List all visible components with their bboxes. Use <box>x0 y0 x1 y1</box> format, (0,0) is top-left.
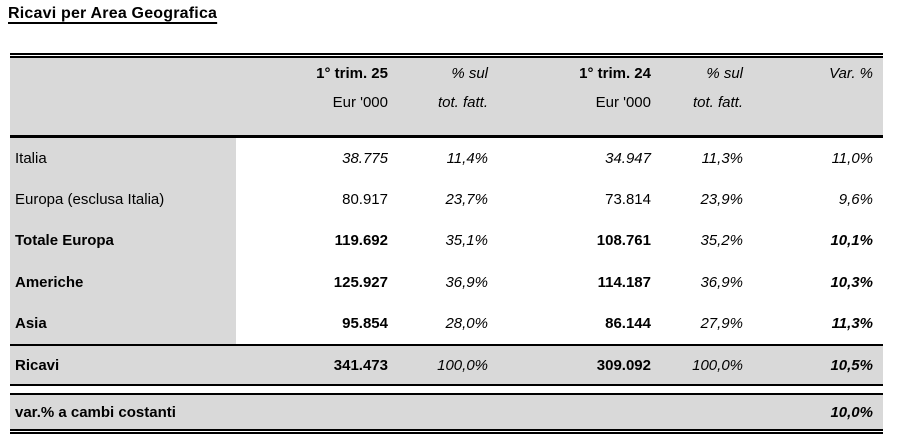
col-header-q24: 1° trim. 24 Eur '000 <box>579 64 651 111</box>
table-bottom-border-thick <box>10 432 883 435</box>
cell-label: Italia <box>10 137 236 179</box>
cell-q24: 114.187 <box>597 273 651 291</box>
table-body: Italia 38.775 11,4% 34.947 11,3% 11,0% E… <box>10 137 883 345</box>
cell-label: var.% a cambi costanti <box>15 403 176 421</box>
cell-q25: 119.692 <box>334 232 388 250</box>
cell-label: Ricavi <box>15 356 60 374</box>
cell-pct25: 23,7% <box>445 191 488 209</box>
cell-q24: 86.144 <box>605 315 651 333</box>
table-row-totale-europa: Totale Europa 119.692 35,1% 108.761 35,2… <box>10 220 883 262</box>
cell-var: 11,0% <box>831 149 873 167</box>
table-row-italia: Italia 38.775 11,4% 34.947 11,3% 11,0% <box>10 137 883 179</box>
revenue-by-region-table: 1° trim. 25 Eur '000 % sul tot. fatt. 1°… <box>10 53 883 435</box>
cell-pct25: 35,1% <box>445 232 488 250</box>
cell-pct24: 27,9% <box>700 315 743 333</box>
cell-q25: 80.917 <box>342 191 388 209</box>
header-bottom-border <box>10 134 883 138</box>
cell-var: 11,3% <box>831 315 873 333</box>
cell-q25: 38.775 <box>342 149 388 167</box>
col-header-var: Var. % <box>829 64 873 82</box>
cell-pct25: 100,0% <box>437 356 488 374</box>
cell-label: Europa (esclusa Italia) <box>10 178 236 221</box>
total-row: Ricavi 341.473 100,0% 309.092 100,0% 10,… <box>10 346 883 385</box>
cell-label: Americhe <box>10 261 236 304</box>
cell-var: 10,5% <box>830 356 873 374</box>
col-header-label <box>10 58 236 135</box>
table-top-border-thin <box>10 53 883 55</box>
cell-label: Asia <box>10 303 236 345</box>
col-header-q25: 1° trim. 25 Eur '000 <box>316 64 388 111</box>
cell-pct24: 23,9% <box>700 191 743 209</box>
cell-var: 10,3% <box>830 273 873 291</box>
col-header-pct25: % sul tot. fatt. <box>437 64 488 111</box>
table-row-europa: Europa (esclusa Italia) 80.917 23,7% 73.… <box>10 178 883 221</box>
footer-row-top-border <box>10 393 883 396</box>
cell-label: Totale Europa <box>10 220 236 262</box>
cell-q24: 309.092 <box>596 356 651 374</box>
table-bottom-border-thin <box>10 429 883 432</box>
cell-var: 9,6% <box>838 191 873 209</box>
footer-row: var.% a cambi costanti 10,0% <box>10 395 883 430</box>
table-header-row: 1° trim. 25 Eur '000 % sul tot. fatt. 1°… <box>10 57 883 135</box>
table-row-asia: Asia 95.854 28,0% 86.144 27,9% 11,3% <box>10 303 883 345</box>
cell-pct25: 11,4% <box>446 149 488 167</box>
cell-q24: 34.947 <box>605 149 651 167</box>
cell-q25: 125.927 <box>333 273 388 291</box>
cell-pct24: 35,2% <box>700 232 743 250</box>
cell-var: 10,0% <box>830 403 873 421</box>
table-row-americhe: Americhe 125.927 36,9% 114.187 36,9% 10,… <box>10 261 883 304</box>
cell-var: 10,1% <box>830 232 873 250</box>
table-top-border-thick <box>10 55 883 58</box>
page-title: Ricavi per Area Geografica <box>8 5 218 22</box>
col-header-pct24: % sul tot. fatt. <box>692 64 743 111</box>
cell-q24: 73.814 <box>605 191 651 209</box>
cell-q25: 95.854 <box>342 315 388 333</box>
total-row-bottom-border <box>10 384 883 387</box>
cell-q24: 108.761 <box>596 232 651 250</box>
cell-pct25: 28,0% <box>445 315 488 333</box>
cell-pct25: 36,9% <box>445 273 488 291</box>
cell-pct24: 36,9% <box>700 273 743 291</box>
cell-pct24: 100,0% <box>692 356 743 374</box>
cell-q25: 341.473 <box>333 356 388 374</box>
cell-pct24: 11,3% <box>701 149 743 167</box>
total-row-top-border <box>10 344 883 347</box>
